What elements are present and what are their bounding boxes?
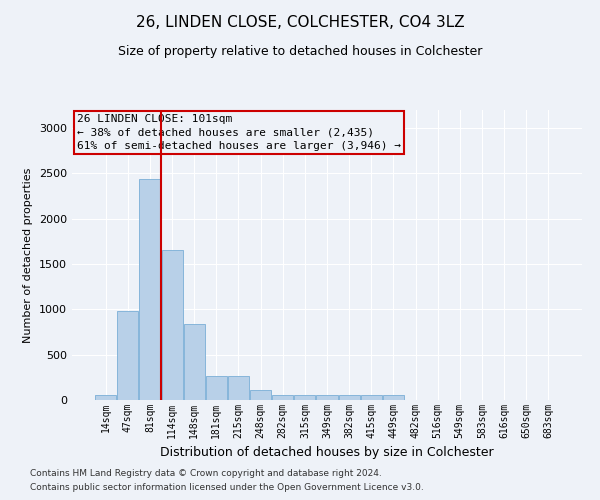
Text: Contains HM Land Registry data © Crown copyright and database right 2024.: Contains HM Land Registry data © Crown c… bbox=[30, 468, 382, 477]
Bar bbox=[161, 250, 182, 400]
X-axis label: Distribution of detached houses by size in Colchester: Distribution of detached houses by size … bbox=[160, 446, 494, 460]
Text: Contains public sector information licensed under the Open Government Licence v3: Contains public sector information licen… bbox=[30, 484, 424, 492]
Bar bbox=[250, 390, 271, 400]
Bar bbox=[272, 396, 293, 400]
Y-axis label: Number of detached properties: Number of detached properties bbox=[23, 168, 34, 342]
Bar bbox=[295, 396, 316, 400]
Text: 26 LINDEN CLOSE: 101sqm
← 38% of detached houses are smaller (2,435)
61% of semi: 26 LINDEN CLOSE: 101sqm ← 38% of detache… bbox=[77, 114, 401, 151]
Bar bbox=[206, 376, 227, 400]
Bar bbox=[316, 396, 338, 400]
Bar bbox=[228, 376, 249, 400]
Bar bbox=[338, 396, 359, 400]
Bar bbox=[361, 396, 382, 400]
Bar bbox=[383, 396, 404, 400]
Bar bbox=[184, 324, 205, 400]
Text: Size of property relative to detached houses in Colchester: Size of property relative to detached ho… bbox=[118, 45, 482, 58]
Bar bbox=[118, 310, 139, 400]
Bar bbox=[95, 396, 116, 400]
Bar bbox=[139, 179, 160, 400]
Text: 26, LINDEN CLOSE, COLCHESTER, CO4 3LZ: 26, LINDEN CLOSE, COLCHESTER, CO4 3LZ bbox=[136, 15, 464, 30]
